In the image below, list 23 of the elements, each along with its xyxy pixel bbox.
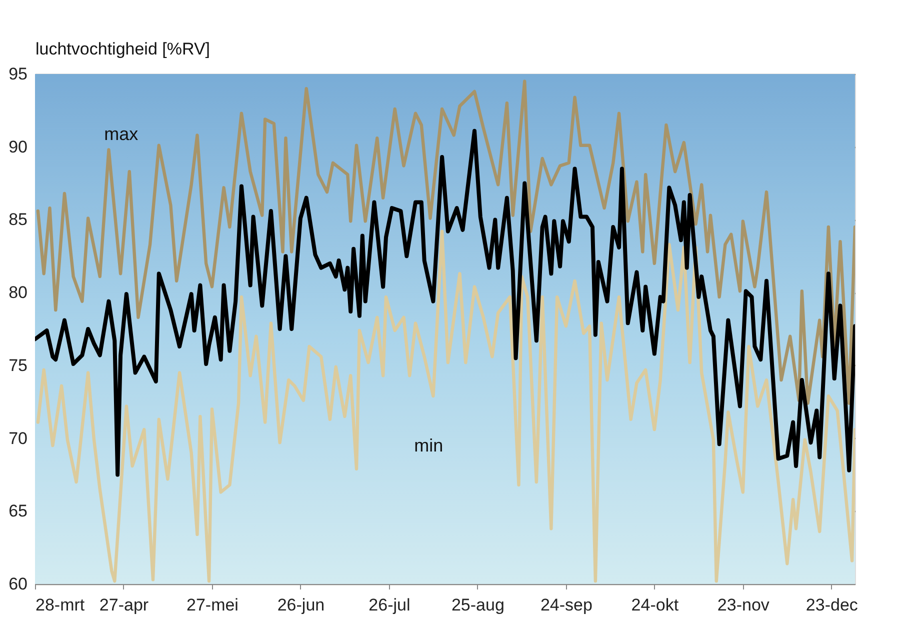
x-tick-label: 26-jul: [368, 596, 410, 614]
y-tick-label: 95: [8, 64, 28, 84]
x-tick-label: 27-mei: [186, 596, 238, 614]
x-tick-label: 25-aug: [451, 596, 504, 614]
x-tick-label: 24-okt: [631, 596, 679, 614]
y-tick-label: 70: [8, 428, 28, 448]
text: min: [414, 435, 444, 456]
y-tick-label: 75: [8, 356, 28, 375]
x-tick-label: 27-apr: [99, 596, 149, 614]
x-tick-label: 26-jun: [277, 596, 325, 614]
y-axis-title: luchtvochtigheid [%RV]: [36, 40, 210, 58]
y-tick-label: 80: [8, 283, 28, 302]
x-tick-label: 24-sep: [540, 596, 592, 614]
x-tick-label: 23-nov: [717, 596, 770, 614]
y-tick-label: 65: [8, 502, 28, 521]
y-tick-label: 85: [8, 210, 28, 230]
y-tick-label: 90: [8, 137, 28, 156]
x-tick-label: 28-mrt: [36, 596, 85, 614]
line-series: [35, 128, 855, 477]
y-tick-label: 60: [8, 574, 28, 594]
series-label: max: [104, 124, 138, 144]
x-tick-label: 23-dec: [806, 596, 858, 614]
line-series: [36, 80, 855, 405]
